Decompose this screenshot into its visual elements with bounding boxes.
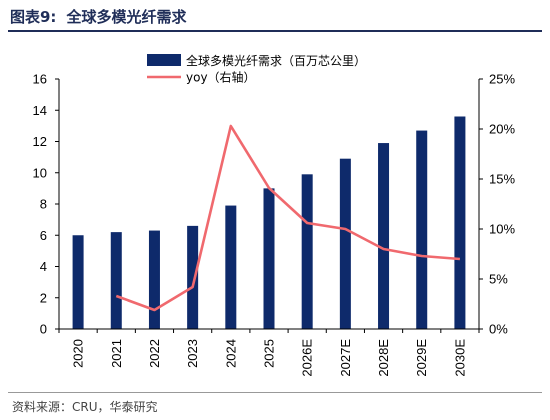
figure-number: 图表9:	[10, 8, 57, 26]
legend-label-line: yoy（右轴）	[186, 70, 256, 85]
chart: 0 2 4 6 8 10 12 14 16 0% 5% 10% 15% 20% 25% 2020 2021 202…	[33, 53, 516, 377]
source-rule	[8, 392, 542, 393]
figure-header: 图表9: 全球多模光纤需求	[0, 0, 550, 34]
y-tick-label-left: 16	[33, 72, 47, 87]
y-tick-label-left: 2	[40, 290, 47, 305]
y-tick-label-left: 4	[40, 259, 47, 274]
y-tick-label-left: 6	[40, 228, 47, 243]
x-tick-label: 2022	[147, 339, 162, 368]
bar-2023	[187, 225, 199, 329]
y-tick-label-left: 0	[40, 322, 47, 337]
y-tick-label-right: 20%	[489, 122, 515, 137]
x-tick-label: 2021	[109, 339, 124, 368]
yoy-line	[115, 124, 461, 312]
bar-2029E	[416, 130, 428, 329]
y-tick-label-left: 12	[33, 134, 47, 149]
bar-2027E	[339, 158, 351, 329]
y-tick-label-right: 5%	[489, 272, 508, 287]
legend-label-bar: 全球多模光纤需求（百万芯公里）	[186, 53, 366, 68]
y-tick-label-left: 8	[40, 197, 47, 212]
bar-2028E	[378, 143, 390, 329]
x-tick-label: 2029E	[414, 339, 429, 377]
y-tick-label-right: 15%	[489, 172, 515, 187]
source-note: 资料来源：CRU，华泰研究	[12, 400, 158, 414]
x-tick-label: 2020	[71, 339, 86, 368]
x-tick-label: 2025	[262, 339, 277, 368]
x-tick-label: 2030E	[452, 339, 467, 377]
bar-2021	[110, 232, 122, 329]
y-tick-label-right: 10%	[489, 222, 515, 237]
bar-2022	[148, 230, 160, 329]
title-rule	[8, 30, 542, 32]
figure-title: 图表9: 全球多模光纤需求	[10, 6, 186, 27]
x-tick-label: 2028E	[376, 339, 391, 377]
y-tick-label-right: 0%	[489, 322, 508, 337]
x-tick-label: 2023	[185, 339, 200, 368]
y-tick-label-right: 25%	[489, 72, 515, 87]
y-tick-label-left: 14	[33, 103, 47, 118]
x-tick-label: 2027E	[338, 339, 353, 377]
bar-2020	[72, 235, 84, 329]
x-tick-label: 2024	[223, 339, 238, 368]
bar-2024	[225, 205, 237, 329]
bar-2030E	[454, 116, 466, 329]
bar-2025	[263, 188, 275, 329]
x-tick-label: 2026E	[300, 339, 315, 377]
figure-title-text: 全球多模光纤需求	[66, 8, 187, 26]
bar-2026E	[301, 174, 313, 329]
legend-swatch-bar	[147, 54, 181, 66]
y-tick-label-left: 10	[33, 165, 47, 180]
